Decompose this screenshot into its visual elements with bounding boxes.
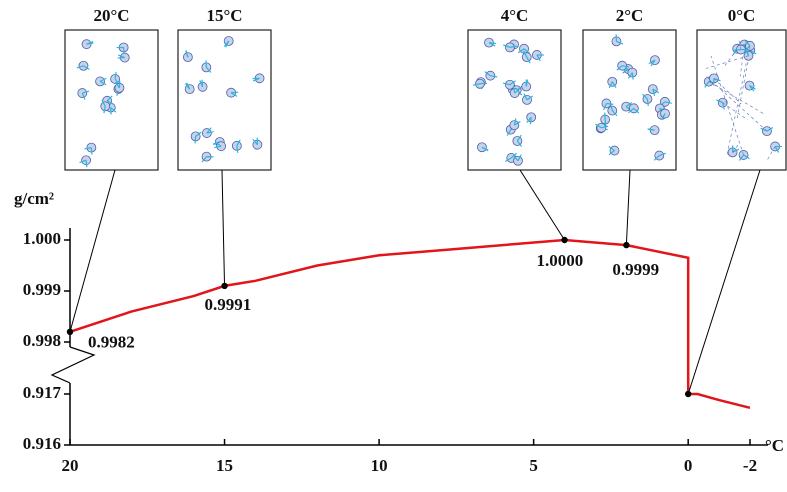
- data-point: [685, 391, 691, 397]
- axis-break: [52, 347, 94, 383]
- data-point: [623, 242, 629, 248]
- molecule-bond: [195, 136, 196, 143]
- inset: [65, 30, 158, 170]
- molecule-bond: [86, 160, 87, 167]
- molecule-bond: [632, 73, 633, 80]
- leader-line: [222, 170, 225, 286]
- y-tick-label: 0.998: [23, 331, 61, 350]
- molecule-bond: [734, 50, 741, 51]
- chart: g/cm² °C 1.0000.9990.9980.9170.916201510…: [0, 0, 787, 487]
- data-point: [221, 283, 227, 289]
- leader-line: [520, 170, 565, 240]
- y-tick-label: 0.917: [23, 383, 62, 402]
- inset-label: 2°C: [616, 6, 644, 25]
- inset-label: 15°C: [206, 6, 242, 25]
- value-label: 0.9991: [205, 295, 252, 314]
- molecule-bond: [202, 80, 203, 87]
- leader-line: [688, 170, 760, 394]
- x-tick-label: 10: [371, 456, 388, 475]
- leader-line: [626, 170, 630, 245]
- value-label: 0.9982: [88, 333, 135, 352]
- x-tick-label: 20: [62, 456, 79, 475]
- data-point: [67, 329, 73, 335]
- x-tick-label: 5: [529, 456, 538, 475]
- leader-line: [70, 170, 115, 332]
- value-label: 0.9999: [612, 260, 659, 279]
- inset-label: 4°C: [501, 6, 529, 25]
- inset: [583, 30, 676, 170]
- inset: [178, 30, 271, 170]
- data-point: [561, 237, 567, 243]
- y-tick-label: 1.000: [23, 229, 61, 248]
- inset-label: 0°C: [728, 6, 756, 25]
- inset: [697, 30, 786, 170]
- value-label: 1.0000: [537, 251, 584, 270]
- x-tick-label: 0: [684, 456, 693, 475]
- inset-label: 20°C: [93, 6, 129, 25]
- y-tick-label: 0.999: [23, 280, 61, 299]
- molecule-bond: [118, 58, 125, 59]
- molecule-bond: [91, 148, 92, 155]
- x-tick-label: 15: [216, 456, 233, 475]
- x-tick-label: -2: [743, 456, 757, 475]
- inset: [468, 30, 561, 170]
- y-axis-label: g/cm²: [14, 189, 54, 208]
- y-tick-label: 0.916: [23, 434, 61, 453]
